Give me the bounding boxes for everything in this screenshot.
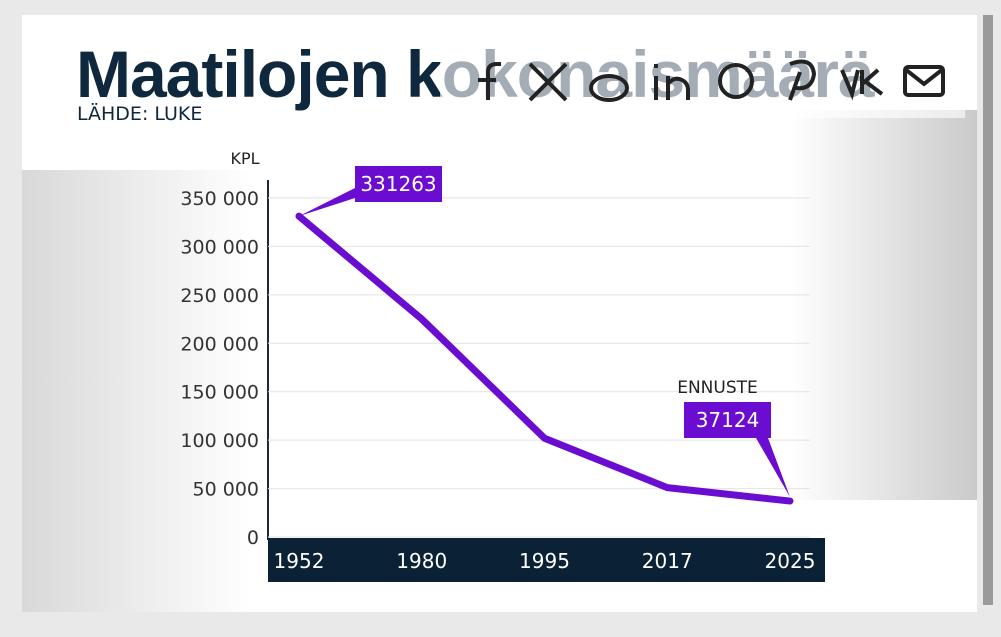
x-axis-band (268, 538, 825, 582)
background-photo (22, 170, 252, 612)
x-tick-label: 2025 (765, 549, 816, 573)
background-photo (790, 110, 977, 500)
vk-icon[interactable] (840, 68, 884, 101)
value-label: 37124 (696, 408, 760, 432)
y-tick-label: 300 000 (180, 236, 259, 258)
y-tick-label: 150 000 (180, 382, 259, 404)
scrollbar (983, 15, 993, 605)
share-bar-backdrop (440, 42, 965, 118)
label-pointer (756, 438, 790, 498)
value-label-box (684, 402, 771, 438)
x-tick-label: 1980 (396, 549, 447, 573)
source: LÄHDE: LUKE (77, 102, 202, 125)
y-tick-label: 350 000 (180, 188, 259, 210)
y-tick-label: 250 000 (180, 285, 259, 307)
y-tick-label: 100 000 (180, 430, 259, 452)
linkedin-icon[interactable] (654, 64, 690, 100)
y-tick-label: 200 000 (180, 333, 259, 355)
y-tick-label: 0 (247, 527, 259, 549)
whatsapp-icon[interactable] (718, 63, 754, 99)
x-tick-label: 1952 (274, 549, 325, 573)
x-tick-label: 2017 (642, 549, 693, 573)
share-icons (478, 59, 945, 102)
y-axis-label: KPL (230, 149, 259, 168)
data-line (295, 212, 794, 505)
email-icon-flap (903, 67, 945, 87)
value-label-box (355, 166, 442, 202)
facebook-icon[interactable] (478, 62, 501, 100)
x-icon[interactable] (528, 62, 568, 102)
y-tick-label: 50 000 (193, 479, 259, 501)
annotation: ENNUSTE (677, 378, 758, 398)
reddit-icon[interactable] (589, 74, 629, 102)
label-pointer (299, 188, 355, 217)
value-label: 331263 (360, 172, 436, 196)
email-icon[interactable] (903, 65, 945, 97)
pinterest-icon[interactable] (788, 59, 817, 101)
x-tick-label: 1995 (519, 549, 570, 573)
